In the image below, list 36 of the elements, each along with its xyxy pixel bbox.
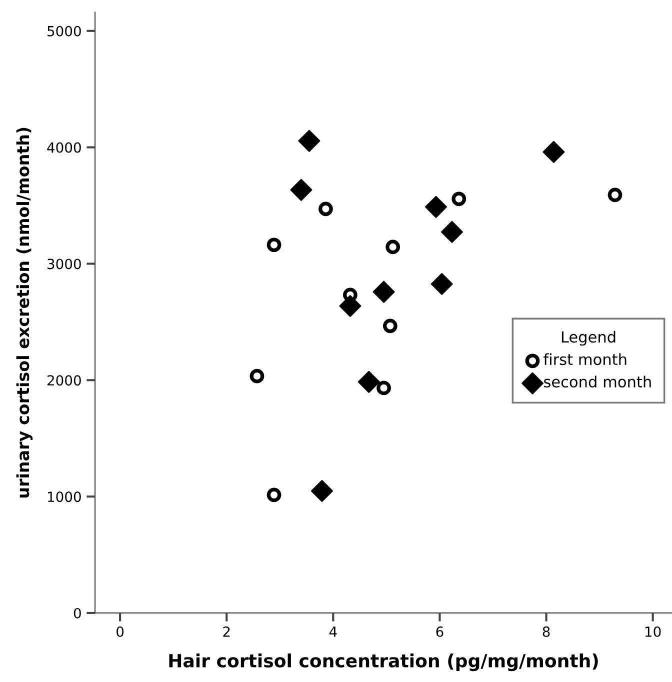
y-tick-label: 3000	[48, 258, 81, 270]
point	[266, 238, 282, 252]
y-tick-label: 1000	[48, 492, 81, 502]
point	[382, 318, 398, 334]
point	[424, 196, 447, 218]
y-tick-label: 4000	[47, 142, 81, 153]
point	[339, 295, 362, 317]
point	[386, 240, 400, 254]
point	[430, 272, 453, 295]
legend-title: Legend	[562, 330, 616, 346]
x-tick-label: 6	[436, 626, 444, 637]
legend-label: first month	[544, 353, 626, 366]
point	[318, 202, 333, 216]
point	[298, 130, 320, 152]
y-tick-label: 5000	[48, 26, 81, 36]
point	[310, 480, 333, 502]
point	[376, 380, 391, 396]
point	[372, 280, 395, 303]
point	[250, 368, 264, 384]
x-tick-label: 2	[223, 626, 230, 637]
x-tick-label: 8	[542, 626, 550, 637]
x-tick-label: 0	[116, 626, 124, 637]
point	[542, 140, 565, 163]
y-tick-label: 2000	[47, 375, 81, 386]
x-tick-label: 10	[646, 626, 661, 637]
point	[358, 370, 380, 393]
y-tick-label: 0	[74, 608, 81, 618]
x-tick-label: 4	[329, 626, 337, 637]
point	[266, 488, 282, 502]
x-axis-title: Hair cortisol concentration (pg/mg/month)	[169, 654, 598, 672]
point	[440, 220, 463, 243]
point	[452, 192, 466, 206]
point	[608, 188, 622, 202]
y-axis-title: urinary cortisol excretion (nmol/month)	[16, 128, 33, 498]
legend-label: second month	[544, 376, 651, 388]
point	[290, 178, 312, 201]
